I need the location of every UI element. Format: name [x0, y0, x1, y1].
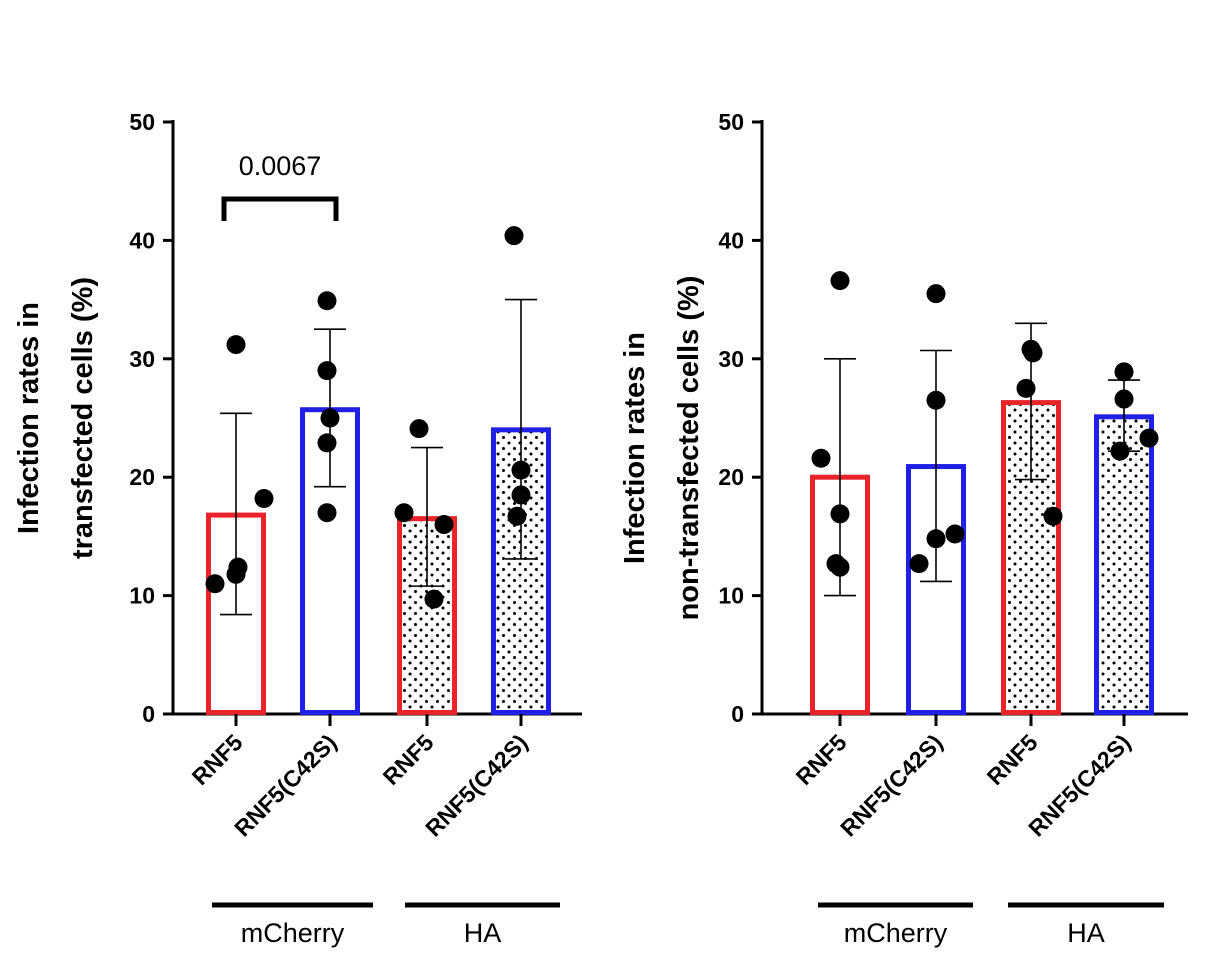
data-point — [226, 564, 246, 584]
y-tick-label: 10 — [718, 583, 744, 609]
data-point — [226, 335, 246, 355]
data-point — [926, 390, 946, 410]
y-tick-label: 0 — [142, 701, 155, 727]
y-axis-label-line: non-transfected cells (%) — [673, 276, 705, 621]
y-axis-label-line: Infection rates in — [13, 302, 45, 534]
data-point — [317, 291, 337, 311]
data-point — [1016, 378, 1036, 398]
data-point — [507, 506, 527, 526]
y-axis-label-line: Infection rates in — [619, 332, 651, 564]
data-point — [811, 448, 831, 468]
data-point — [394, 503, 414, 523]
left-chart-panel: 0 10 20 30 40 50 Infection rates in transfected… — [13, 109, 582, 948]
y-tick-label: 40 — [718, 227, 744, 253]
data-point — [1043, 506, 1063, 526]
y-tick-label: 50 — [718, 109, 744, 135]
y-tick-label: 20 — [718, 464, 744, 490]
group-label: HA — [1067, 918, 1105, 948]
data-point — [830, 504, 850, 524]
y-axis-label-line: transfected cells (%) — [67, 277, 99, 559]
category-label: RNF5(C42S) — [420, 729, 532, 841]
data-point — [511, 460, 531, 480]
group-label: HA — [464, 918, 502, 948]
data-point — [926, 529, 946, 549]
data-point — [317, 361, 337, 381]
category-label: RNF5(C42S) — [229, 729, 341, 841]
data-point — [320, 408, 340, 428]
y-tick-label: 10 — [129, 583, 155, 609]
y-tick-label: 30 — [129, 346, 155, 372]
right-chart-panel: 0 10 20 30 40 50 Infection rates in non-transfe… — [619, 109, 1188, 948]
data-point — [945, 524, 965, 544]
category-label: RNF5 — [187, 729, 248, 790]
data-point — [424, 589, 444, 609]
y-tick-label: 20 — [129, 464, 155, 490]
data-point — [1139, 428, 1159, 448]
data-point — [254, 489, 274, 509]
data-point — [1114, 362, 1134, 382]
data-point — [1110, 441, 1130, 461]
category-label: RNF5 — [378, 729, 439, 790]
y-tick-label: 40 — [129, 227, 155, 253]
category-label: RNF5 — [982, 729, 1043, 790]
data-point — [1114, 389, 1134, 409]
bar — [1094, 414, 1154, 715]
significance-bracket — [221, 196, 339, 221]
data-point — [205, 574, 225, 594]
data-point — [826, 554, 846, 574]
y-tick-label: 0 — [731, 701, 744, 727]
data-point — [317, 503, 337, 523]
group-label: mCherry — [241, 918, 345, 948]
data-point — [317, 433, 337, 453]
group-label: mCherry — [844, 918, 948, 948]
data-point — [434, 515, 454, 535]
y-tick-label: 50 — [129, 109, 155, 135]
data-point — [511, 485, 531, 505]
data-point — [909, 554, 929, 574]
data-point — [830, 271, 850, 291]
data-point — [409, 419, 429, 439]
data-point — [1021, 339, 1041, 359]
category-label: RNF5 — [791, 729, 852, 790]
data-point — [926, 284, 946, 304]
data-point — [504, 226, 524, 246]
p-value-label: 0.0067 — [239, 151, 322, 181]
y-tick-label: 30 — [718, 346, 744, 372]
category-label: RNF5(C42S) — [835, 729, 947, 841]
